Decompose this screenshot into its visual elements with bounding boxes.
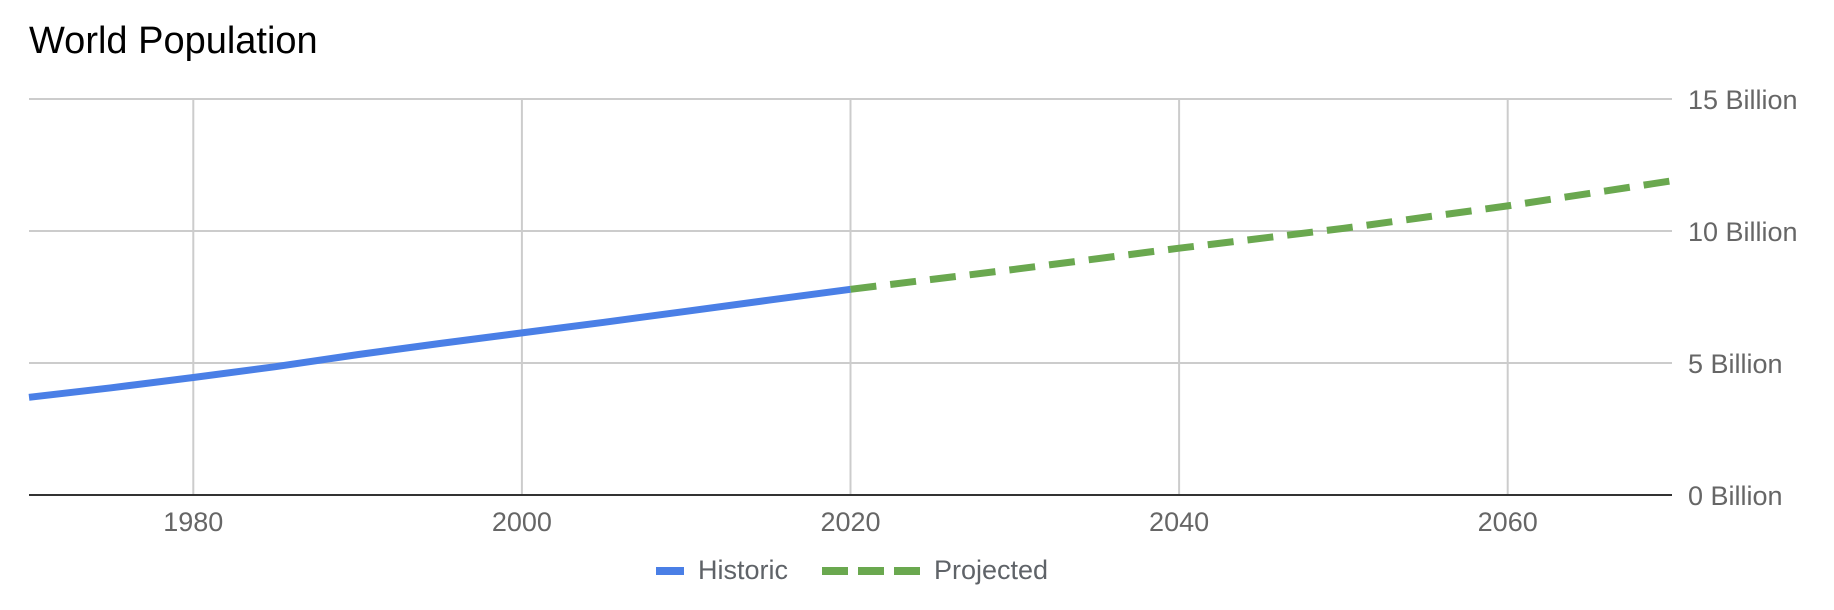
legend-label-projected: Projected (933, 555, 1049, 585)
y-tick-label: 0 Billion (1688, 481, 1783, 511)
chart-title: World Population (29, 20, 318, 62)
legend-item-projected[interactable]: Projected (821, 555, 1049, 586)
y-tick-label: 15 Billion (1688, 85, 1798, 115)
x-tick-label: 1980 (163, 507, 223, 537)
series-layer (28, 177, 1673, 401)
tick-labels: 0 Billion 5 Billion 10 Billion 15 Billion 19… (163, 85, 1797, 537)
legend-swatch-projected (821, 566, 920, 575)
x-tick-label: 2060 (1478, 507, 1538, 537)
y-tick-label: 10 Billion (1688, 217, 1798, 247)
series-line-historic (28, 285, 851, 401)
x-tick-label: 2000 (492, 507, 552, 537)
legend: Historic Projected (0, 555, 1769, 586)
legend-item-historic[interactable]: Historic (655, 555, 788, 586)
vertical-gridlines (192, 99, 1509, 495)
x-tick-label: 2020 (820, 507, 880, 537)
x-tick-label: 2040 (1149, 507, 1209, 537)
legend-swatch-historic (655, 566, 684, 575)
series-line-projected (850, 177, 1673, 293)
y-tick-label: 5 Billion (1688, 349, 1783, 379)
legend-label-historic: Historic (697, 555, 788, 585)
